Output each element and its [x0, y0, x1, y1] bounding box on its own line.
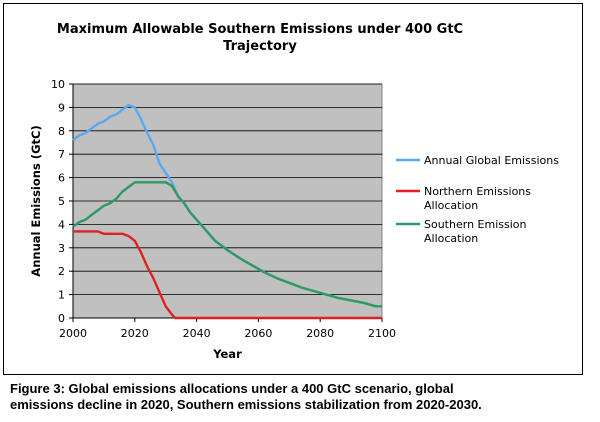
legend-label: Allocation: [424, 199, 478, 212]
y-tick-label: 10: [51, 78, 65, 91]
y-tick-label: 2: [58, 265, 65, 278]
legend-label: Northern Emissions: [424, 185, 531, 198]
x-tick-label: 2000: [59, 327, 87, 340]
series-line-3: [72, 181, 382, 308]
chart-title-line: Trajectory: [223, 39, 297, 54]
chart-title-line: Maximum Allowable Southern Emissions und…: [57, 22, 463, 37]
x-tick-label: 2080: [306, 327, 334, 340]
chart: Maximum Allowable Southern Emissions und…: [29, 22, 559, 361]
caption-line-1: Figure 3: Global emissions allocations u…: [10, 381, 454, 396]
legend-label: Annual Global Emissions: [424, 154, 559, 167]
y-tick-label: 7: [58, 148, 65, 161]
caption-line-2: emissions decline in 2020, Southern emis…: [10, 397, 482, 412]
y-axis-title: Annual Emissions (GtC): [29, 125, 43, 276]
legend-label: Southern Emission: [424, 218, 527, 231]
y-tick-label: 3: [58, 242, 65, 255]
series-line-2: [73, 230, 382, 320]
y-tick-label: 1: [58, 289, 65, 302]
x-tick-label: 2100: [368, 327, 396, 340]
y-tick-label: 4: [58, 218, 65, 231]
x-tick-label: 2040: [183, 327, 211, 340]
y-tick-label: 9: [58, 101, 65, 114]
y-tick-label: 0: [58, 312, 65, 325]
y-tick-label: 6: [58, 172, 65, 185]
y-tick-label: 5: [58, 195, 65, 208]
y-tick-label: 8: [58, 125, 65, 138]
x-tick-label: 2060: [244, 327, 272, 340]
legend-label: Allocation: [424, 232, 478, 245]
x-tick-label: 2020: [121, 327, 149, 340]
x-axis-title: Year: [212, 347, 242, 361]
figure-caption: Figure 3: Global emissions allocations u…: [10, 381, 598, 413]
